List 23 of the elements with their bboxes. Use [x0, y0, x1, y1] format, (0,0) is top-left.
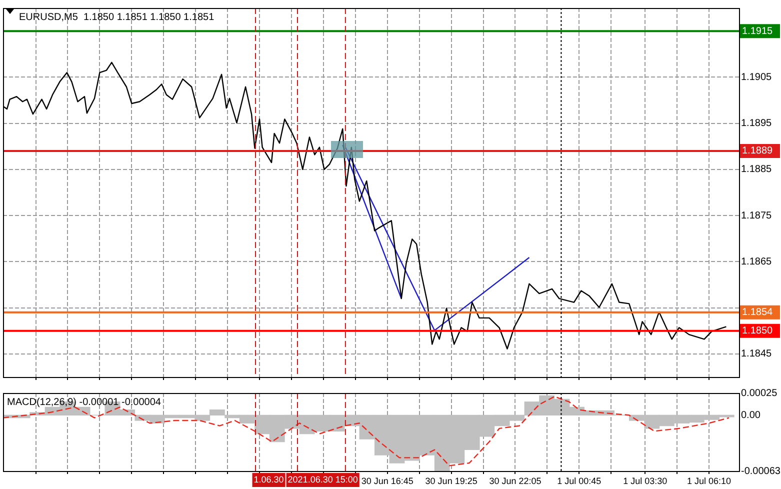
x-tick-label: 1 Jul 00:45: [557, 476, 602, 486]
x-tick-label: 30 Jun 22:05: [489, 476, 542, 486]
chart-title: EURUSD,M5 1.1850 1.1851 1.1850 1.1851: [19, 12, 215, 23]
x-tick-label: 1 Jul 03:30: [623, 476, 668, 486]
ref-line-label: 1.1915: [742, 26, 774, 37]
ref-line-label: 1.06.30: [254, 474, 284, 484]
ref-line-label: 1.1854: [742, 307, 774, 318]
y-tick-label: 0.00025: [741, 388, 778, 399]
y-tick-label: 1.1895: [741, 118, 772, 130]
y-tick-label: 1.1885: [741, 164, 772, 176]
y-tick-label: 0.00: [741, 410, 761, 421]
legend-label: 2021.06.30 15:00: [288, 474, 358, 484]
y-tick-label: 1.1865: [741, 256, 772, 268]
ref-line-label: 1.1889: [742, 146, 774, 157]
y-tick-label: 1.1845: [741, 348, 772, 360]
y-tick-label: -0.00063: [741, 466, 781, 477]
x-tick-label: 30 Jun 19:25: [425, 476, 478, 486]
y-tick-label: 1.1905: [741, 72, 772, 83]
x-tick-label: 30 Jun 16:45: [361, 476, 414, 486]
y-tick-label: 1.1875: [741, 210, 772, 222]
x-tick-label: 1 Jul 06:10: [687, 476, 732, 486]
ref-line-label: 1.1850: [742, 326, 774, 337]
chart-title: MACD(12,26,9) -0.00001 -0.00004: [7, 396, 162, 408]
